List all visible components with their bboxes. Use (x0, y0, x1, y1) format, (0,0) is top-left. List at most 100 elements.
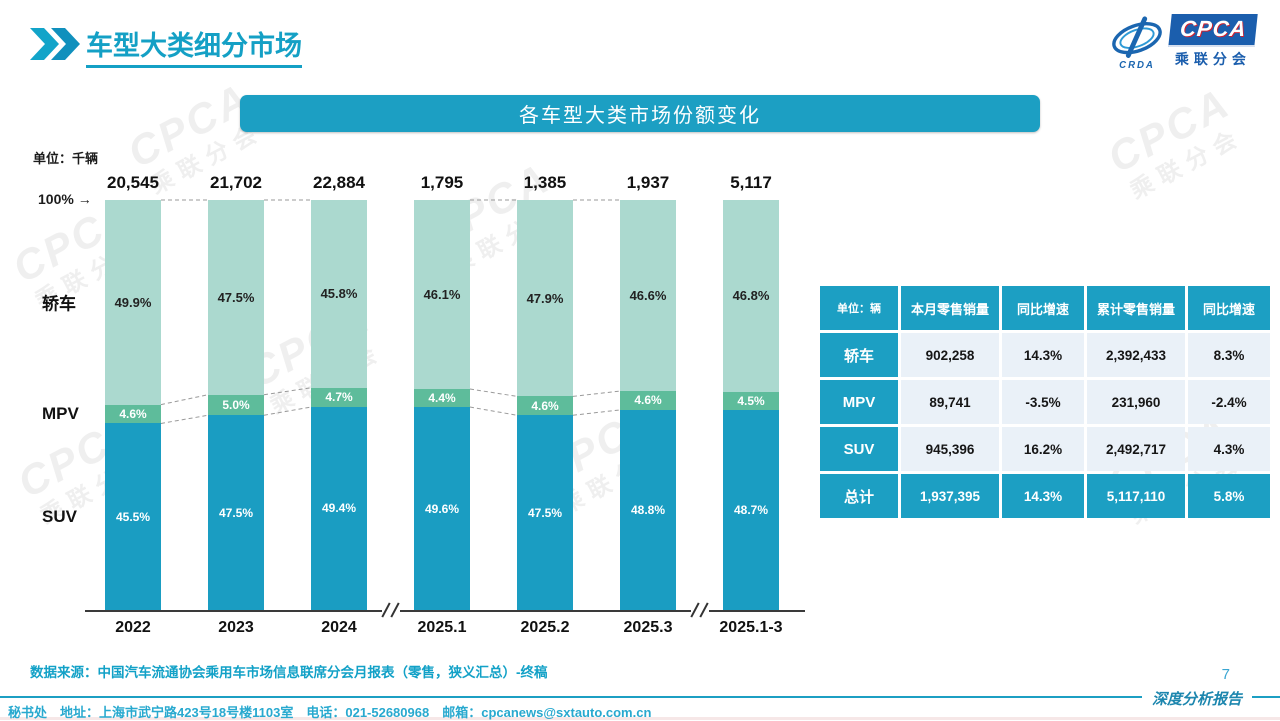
bar-segment-MPV: 4.6% (105, 404, 161, 424)
series-label-SUV: SUV (42, 506, 77, 526)
table-cell: 89,741 (901, 380, 999, 424)
bar-total-value: 20,545 (107, 173, 159, 192)
bar-segment-轿车: 47.5% (208, 200, 264, 395)
x-axis-label: 2025.1 (417, 619, 467, 636)
table-header-cell: 单位：辆 (820, 286, 898, 330)
series-label-MPV: MPV (42, 404, 79, 424)
segment-share-label: 4.7% (325, 390, 353, 405)
x-axis-line (85, 610, 805, 612)
table-cell: 4.3% (1188, 427, 1270, 471)
bar-segment-轿车: 46.1% (414, 200, 470, 389)
segment-share-label: 4.6% (119, 407, 147, 421)
table-header-cell: 累计零售销量 (1087, 286, 1185, 330)
x-axis-label: 2025.3 (623, 619, 673, 636)
segment-share-label: 46.8% (732, 288, 770, 304)
cpca-watermark: CPCA 乘联分会 (1100, 79, 1251, 206)
table-cell: 14.3% (1002, 474, 1084, 518)
cpca-text: CPCA (1178, 16, 1248, 41)
segment-share-label: 4.6% (634, 393, 662, 408)
cpca-wordmark: CPCA (1167, 14, 1258, 47)
footer-contact: 秘书处 地址：上海市武宁路423号18号楼1103室 电话：021-526809… (8, 705, 652, 720)
table-header-cell: 同比增速 (1188, 286, 1270, 330)
table-row: 轿车 902,258 14.3% 2,392,433 8.3% (820, 333, 1270, 377)
bar-segment-SUV: 47.5% (208, 415, 264, 610)
segment-share-label: 49.9% (114, 294, 152, 310)
bar-segment-MPV: 4.7% (311, 387, 367, 408)
segment-share-label: 5.0% (222, 398, 250, 412)
watermark-text: CPCA (1100, 78, 1238, 182)
chart-title: 各车型大类市场份额变化 (240, 95, 1040, 132)
segment-share-label: 48.7% (733, 503, 769, 518)
table-row: MPV 89,741 -3.5% 231,960 -2.4% (820, 380, 1270, 424)
table-cell: 5.8% (1188, 474, 1270, 518)
table-cell: 2,392,433 (1087, 333, 1185, 377)
segment-share-label: 4.4% (428, 391, 456, 406)
table-cell: -2.4% (1188, 380, 1270, 424)
bar-segment-MPV: 4.6% (517, 396, 573, 416)
segment-share-label: 46.6% (629, 288, 667, 304)
segment-share-label: 46.1% (423, 287, 461, 302)
segment-share-label: 47.9% (526, 290, 564, 306)
crda-text: CRDA (1119, 60, 1155, 71)
page-number: 7 (1221, 666, 1230, 683)
table-header-cell: 同比增速 (1002, 286, 1084, 330)
bar-total-value: 1,795 (420, 173, 464, 192)
table-row-label: 总计 (820, 474, 898, 518)
table-cell: 5,117,110 (1087, 474, 1185, 518)
segment-share-label: 48.8% (630, 502, 666, 517)
table-cell: 8.3% (1188, 333, 1270, 377)
bar-segment-SUV: 45.5% (105, 423, 161, 610)
table-row-label: SUV (820, 427, 898, 471)
segment-share-label: 47.5% (527, 505, 563, 520)
footer-divider (0, 696, 1280, 698)
segment-share-label: 45.5% (115, 509, 151, 524)
table-row-label: 轿车 (820, 333, 898, 377)
segment-share-label: 45.8% (320, 286, 358, 302)
bar-segment-MPV: 5.0% (208, 394, 264, 416)
table-cell: 902,258 (901, 333, 999, 377)
bar-segment-SUV: 49.6% (414, 407, 470, 611)
x-axis-label: 2024 (321, 619, 357, 636)
bar-segment-轿车: 49.9% (105, 200, 161, 405)
segment-share-label: 49.6% (424, 501, 460, 516)
bar-total-value: 5,117 (730, 173, 772, 192)
stacked-bar-chart: 单位：千辆 100% → 20,545 49.9% 4.6% 45.5% 2022 21,… (30, 140, 820, 652)
bar-segment-SUV: 48.8% (620, 409, 676, 610)
table-cell: 231,960 (1087, 380, 1185, 424)
bar-total-value: 1,937 (626, 173, 670, 192)
table-cell: 1,937,395 (901, 474, 999, 518)
x-axis-label: 2025.2 (520, 619, 570, 636)
segment-share-label: 49.4% (321, 501, 357, 516)
bar-segment-MPV: 4.4% (414, 389, 470, 408)
table-cell: 945,396 (901, 427, 999, 471)
cpca-wordmark-block: CPCA 乘联分会 (1167, 14, 1258, 69)
cpca-logo: CRDA CPCA 乘联分会 (1108, 14, 1258, 72)
table-header-cell: 本月零售销量 (901, 286, 999, 330)
segment-share-label: 4.6% (531, 398, 559, 413)
crda-logo-icon: CRDA (1111, 16, 1162, 71)
segment-share-label: 4.5% (737, 394, 765, 409)
bar-segment-SUV: 49.4% (311, 407, 367, 610)
double-chevron-icon (30, 28, 80, 60)
table-cell: 14.3% (1002, 333, 1084, 377)
series-label-轿车: 轿车 (42, 294, 76, 314)
bar-total-value: 1,385 (523, 173, 567, 192)
right-arrow-icon: → (77, 191, 92, 207)
axis-100-label: 100% → (38, 191, 92, 207)
data-source-note: 数据来源：中国汽车流通协会乘用车市场信息联席分会月报表（零售，狭义汇总）-终稿 (30, 665, 548, 680)
page-title: 车型大类细分市场 (86, 24, 302, 68)
bar-segment-轿车: 45.8% (311, 200, 367, 388)
x-axis-label: 2023 (218, 619, 254, 636)
x-axis-label: 2025.1-3 (719, 619, 783, 636)
bar-segment-轿车: 47.9% (517, 200, 573, 397)
watermark-text: 乘联分会 (1125, 122, 1248, 205)
bar-segment-SUV: 47.5% (517, 415, 573, 610)
table-row: SUV 945,396 16.2% 2,492,717 4.3% (820, 427, 1270, 471)
table-cell: 16.2% (1002, 427, 1084, 471)
table-cell: -3.5% (1002, 380, 1084, 424)
logo-subtitle: 乘联分会 (1174, 51, 1251, 67)
report-type-label: 深度分析报告 (1141, 688, 1252, 709)
bar-segment-轿车: 46.6% (620, 200, 676, 392)
table-cell: 2,492,717 (1087, 427, 1185, 471)
share-connector-lines (160, 199, 621, 424)
